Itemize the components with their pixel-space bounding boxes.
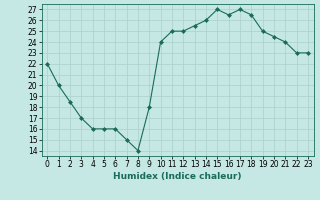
X-axis label: Humidex (Indice chaleur): Humidex (Indice chaleur) [113,172,242,181]
